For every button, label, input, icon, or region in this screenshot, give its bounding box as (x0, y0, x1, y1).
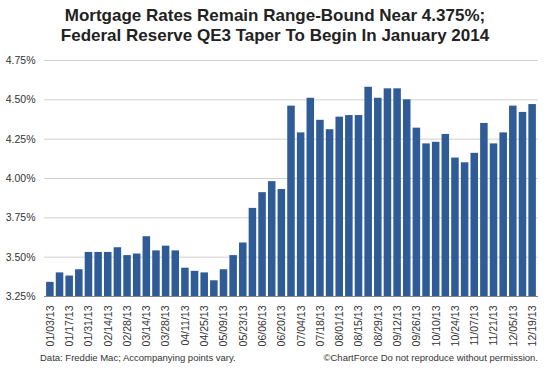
html-text:Mortgage Rates Remain Range-Bo: Mortgage Rates Remain Range-Bound Near 4… (60, 6, 490, 45)
svg-text:3.75%: 3.75% (6, 211, 36, 223)
svg-text:4.50%: 4.50% (6, 93, 36, 105)
svg-text:10/24/13: 10/24/13 (449, 305, 461, 346)
svg-text:06/06/13: 06/06/13 (256, 305, 268, 346)
svg-text:12/05/13: 12/05/13 (507, 305, 519, 346)
svg-text:04/25/13: 04/25/13 (198, 305, 210, 346)
svg-text:01/03/13: 01/03/13 (44, 305, 56, 346)
svg-text:07/18/13: 07/18/13 (314, 305, 326, 346)
svg-text:09/12/13: 09/12/13 (391, 305, 403, 346)
svg-text:11/21/13: 11/21/13 (487, 305, 499, 345)
svg-text:03/28/13: 03/28/13 (159, 305, 171, 346)
svg-text:12/19/13: 12/19/13 (526, 305, 538, 346)
svg-text:3.50%: 3.50% (6, 251, 36, 263)
svg-text:08/29/13: 08/29/13 (372, 305, 384, 346)
svg-text:09/26/13: 09/26/13 (410, 305, 422, 346)
svg-text:4.25%: 4.25% (6, 133, 36, 145)
svg-text:08/01/13: 08/01/13 (333, 305, 345, 346)
svg-text:04/11/13: 04/11/13 (179, 305, 191, 345)
svg-text:06/20/13: 06/20/13 (275, 305, 287, 346)
svg-text:3.25%: 3.25% (6, 290, 36, 302)
svg-text:05/23/13: 05/23/13 (237, 305, 249, 346)
svg-text:01/31/13: 01/31/13 (82, 305, 94, 346)
svg-text:10/10/13: 10/10/13 (430, 305, 442, 346)
svg-text:08/15/13: 08/15/13 (352, 305, 364, 346)
svg-text:4.75%: 4.75% (6, 54, 36, 66)
svg-text:07/04/13: 07/04/13 (295, 305, 307, 346)
svg-text:05/09/13: 05/09/13 (217, 305, 229, 346)
svg-text:01/17/13: 01/17/13 (63, 305, 75, 346)
svg-text:02/28/13: 02/28/13 (121, 305, 133, 346)
html-text:©ChartForce Do not reproduce w: ©ChartForce Do not reproduce without per… (323, 352, 538, 363)
svg-text:02/14/13: 02/14/13 (102, 305, 114, 346)
svg-text:03/14/13: 03/14/13 (140, 305, 152, 346)
html-text:Data: Freddie Mac; Accompanyin: Data: Freddie Mac; Accompanying points v… (40, 352, 236, 363)
svg-text:4.00%: 4.00% (6, 172, 36, 184)
svg-text:11/07/13: 11/07/13 (468, 305, 480, 345)
